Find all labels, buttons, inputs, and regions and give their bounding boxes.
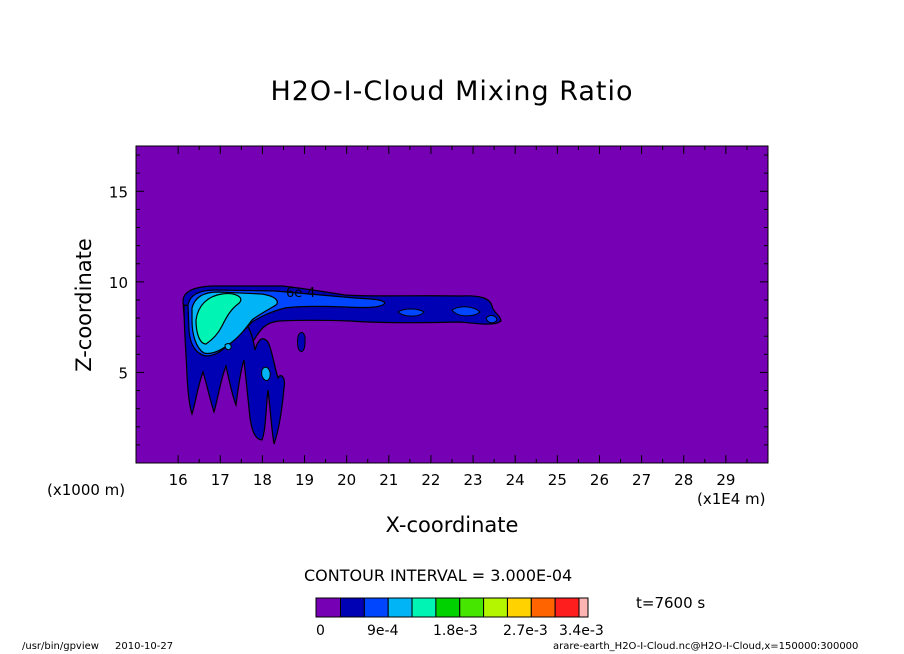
x-tick-label: 18: [253, 471, 272, 489]
colorbar-tick-label: 0: [316, 623, 325, 639]
y-axis-label: Z-coordinate: [72, 238, 96, 372]
colorbar: [315, 597, 589, 618]
colorbar-swatch: [530, 597, 556, 618]
y-tick-label: 5: [118, 364, 128, 382]
x-tick-label: 20: [337, 471, 356, 489]
colorbar-tick-label: 9e-4: [367, 623, 399, 639]
x-axis: 16 17 18 19 20 21 22 23 24 25 26 27 28 29: [169, 146, 748, 489]
colorbar-swatch: [435, 597, 461, 618]
colorbar-swatch: [411, 597, 437, 618]
x-unit-right-label: (x1E4 m): [697, 490, 766, 508]
date-label: 2010-10-27: [115, 641, 174, 652]
x-tick-label: 27: [632, 471, 651, 489]
colorbar-swatch: [363, 597, 389, 618]
colorbar-tick-label: 3.4e-3: [559, 623, 604, 639]
time-label: t=7600 s: [636, 594, 706, 612]
x-tick-label: 28: [674, 471, 693, 489]
y-tick-label: 15: [109, 183, 128, 201]
x-tick-label: 26: [590, 471, 609, 489]
colorbar-tick-label: 1.8e-3: [433, 623, 478, 639]
contour-inline-label: 6e-4: [286, 286, 315, 301]
colorbar-swatch: [387, 597, 413, 618]
chart-title: H2O-I-Cloud Mixing Ratio: [270, 76, 634, 107]
x-axis-label: X-coordinate: [385, 513, 519, 537]
contour-region-level4: [195, 293, 242, 345]
colorbar-swatch: [315, 597, 341, 618]
colorbar-tick-label: 2.7e-3: [503, 623, 548, 639]
contour-interval-label: CONTOUR INTERVAL = 3.000E-04: [304, 566, 573, 585]
x-tick-label: 16: [169, 471, 188, 489]
colorbar-swatch: [459, 597, 485, 618]
x-tick-label: 25: [548, 471, 567, 489]
colorbar-swatch: [340, 597, 365, 618]
x-tick-label: 21: [379, 471, 398, 489]
x-unit-left-label: (x1000 m): [47, 481, 126, 499]
contour-region-level1-blob: [297, 331, 306, 353]
y-tick-label: 10: [109, 274, 128, 292]
colorbar-swatch: [483, 597, 508, 618]
x-tick-label: 24: [506, 471, 525, 489]
x-tick-label: 29: [716, 471, 735, 489]
x-tick-label: 19: [295, 471, 314, 489]
contour-spot-anvil-b: [451, 306, 481, 317]
x-tick-label: 17: [211, 471, 230, 489]
contour-spot-anvil-c: [485, 315, 498, 324]
colorbar-swatch: [554, 597, 580, 618]
contour-spot-anvil-a: [397, 308, 425, 317]
contour-spot-mid: [261, 366, 271, 381]
source-label: arare-earth_H2O-I-Cloud.nc@H2O-I-Cloud,x…: [553, 641, 859, 652]
y-axis: 5 10 15: [109, 154, 768, 446]
x-tick-label: 23: [464, 471, 483, 489]
colorbar-swatch: [506, 597, 532, 618]
contour-fills: [182, 285, 502, 445]
colorbar-swatch: [578, 597, 589, 618]
contour-spot-low: [224, 343, 232, 351]
program-path: /usr/bin/gpview: [22, 641, 99, 652]
x-tick-label: 22: [421, 471, 440, 489]
